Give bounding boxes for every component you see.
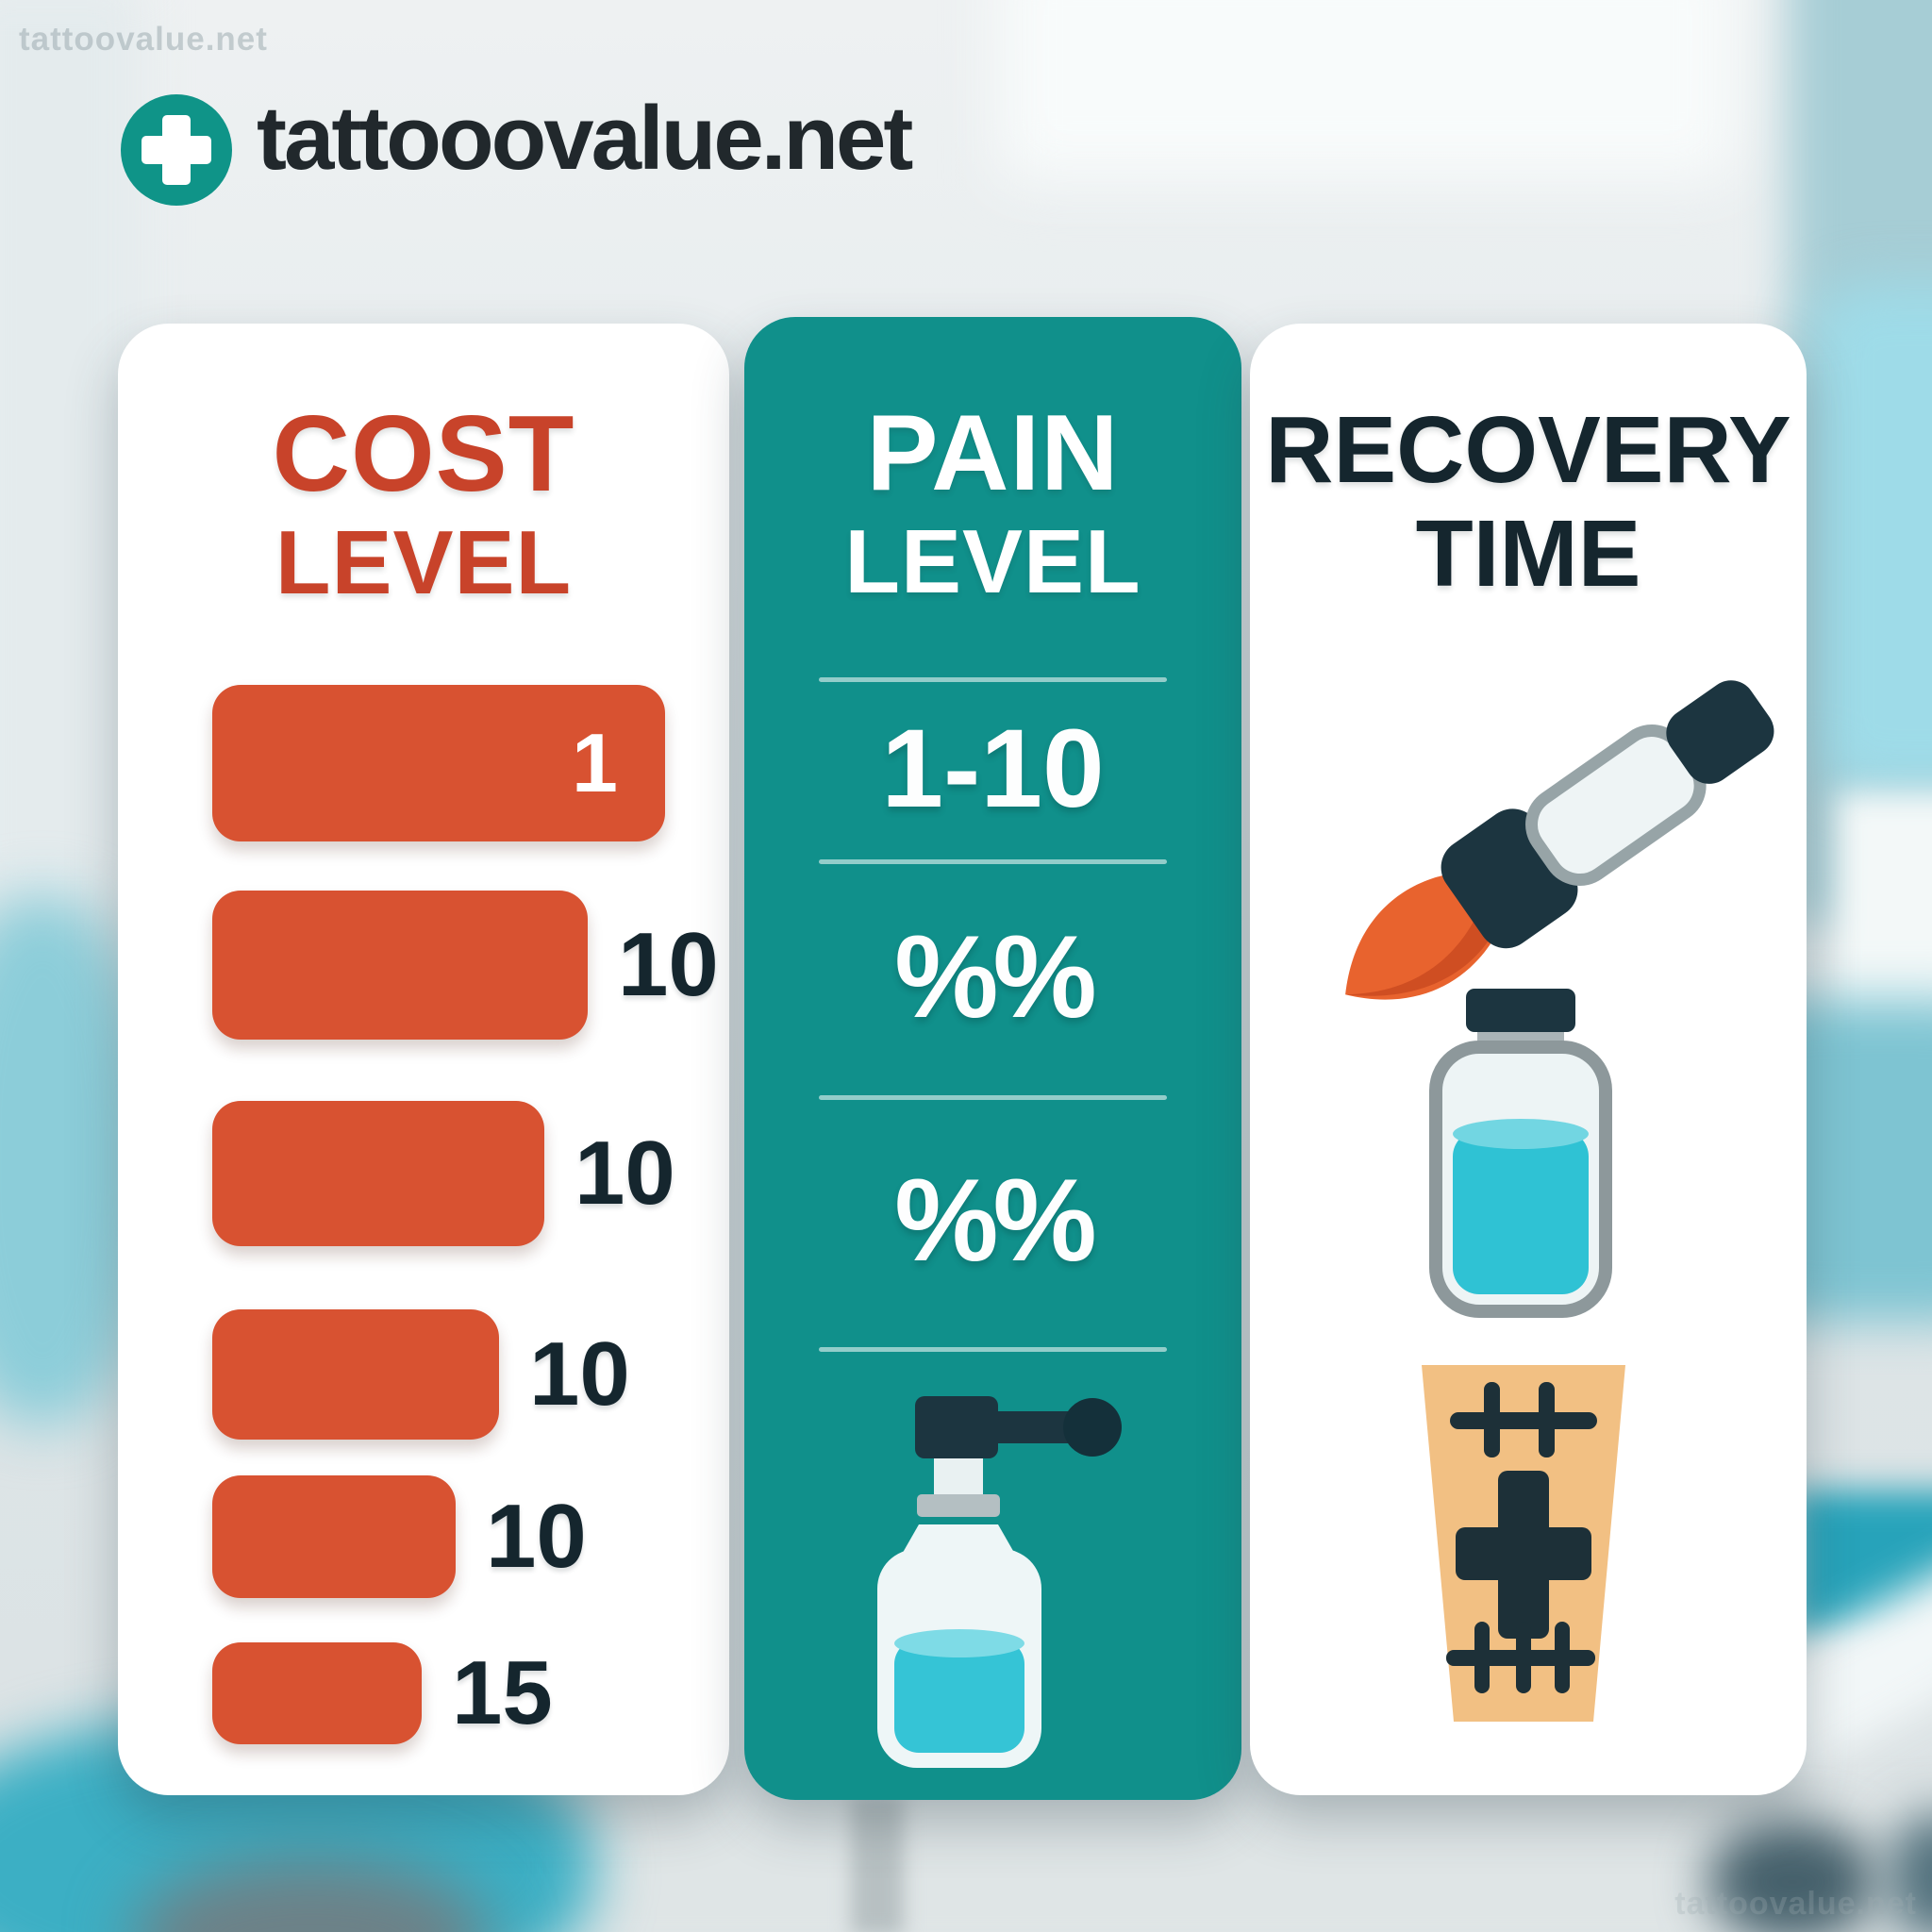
bg-ceiling-light xyxy=(1000,0,1736,179)
recovery-title-line1: RECOVERY xyxy=(1265,397,1791,503)
pain-level-card: PAIN LEVEL 1-10 %% %% xyxy=(744,317,1241,1800)
cost-bar-row: 10 xyxy=(212,1101,675,1246)
watermark-bottom-right: tattoovalue.net xyxy=(1674,1886,1917,1922)
site-brand-title: tattooovalue.net xyxy=(257,88,913,189)
recovery-time-card: RECOVERY TIME xyxy=(1250,324,1807,1795)
cost-title-line1: COST xyxy=(272,394,575,514)
pain-percent-row: %% xyxy=(894,1156,1097,1286)
pain-title-line1: PAIN xyxy=(866,393,1120,513)
divider xyxy=(819,1095,1167,1100)
cost-bar-row: 1 xyxy=(212,685,665,841)
cost-level-card: COST LEVEL 1 10 10 10 10 xyxy=(118,324,729,1795)
ink-bottle-icon xyxy=(1429,989,1612,1318)
pain-title-line2: LEVEL xyxy=(844,511,1141,612)
cost-bar: 1 xyxy=(212,685,665,841)
cost-bar xyxy=(212,1642,422,1744)
medical-cross-icon xyxy=(121,94,232,206)
cost-bar-row: 10 xyxy=(212,1309,630,1440)
cost-bar-value: 1 xyxy=(572,716,618,809)
divider xyxy=(819,1347,1167,1352)
cost-bar-row: 15 xyxy=(212,1641,553,1745)
divider xyxy=(819,677,1167,682)
bg-chair-wheel xyxy=(1707,1821,1877,1932)
cost-bar-value: 10 xyxy=(486,1486,587,1587)
cost-bar-row: 10 xyxy=(212,891,719,1040)
pain-scale-value: 1-10 xyxy=(881,707,1105,831)
pain-percent-row: %% xyxy=(894,912,1097,1042)
recovery-title-line2: TIME xyxy=(1415,501,1641,607)
bg-right-cabinet-glass xyxy=(1811,283,1932,792)
watermark-top-left: tattoovalue.net xyxy=(19,21,268,58)
divider xyxy=(819,859,1167,864)
cost-bar xyxy=(212,891,588,1040)
cost-bar-row: 10 xyxy=(212,1475,587,1598)
cost-bar-value: 10 xyxy=(529,1324,630,1424)
spray-bottle-icon xyxy=(876,1396,1122,1768)
cost-bar-value: 10 xyxy=(618,914,719,1015)
cost-bar-value: 10 xyxy=(575,1123,675,1224)
cost-bar xyxy=(212,1475,456,1598)
bg-chair-pole xyxy=(851,1794,904,1932)
cost-bar xyxy=(212,1101,544,1246)
cost-bar xyxy=(212,1309,499,1440)
cost-bar-value: 15 xyxy=(452,1642,553,1743)
tattoo-pen-icon xyxy=(1345,680,1774,1000)
healing-bandage-icon xyxy=(1422,1365,1625,1722)
cross-horizontal-bar xyxy=(142,136,211,164)
cost-title-line2: LEVEL xyxy=(275,512,573,613)
